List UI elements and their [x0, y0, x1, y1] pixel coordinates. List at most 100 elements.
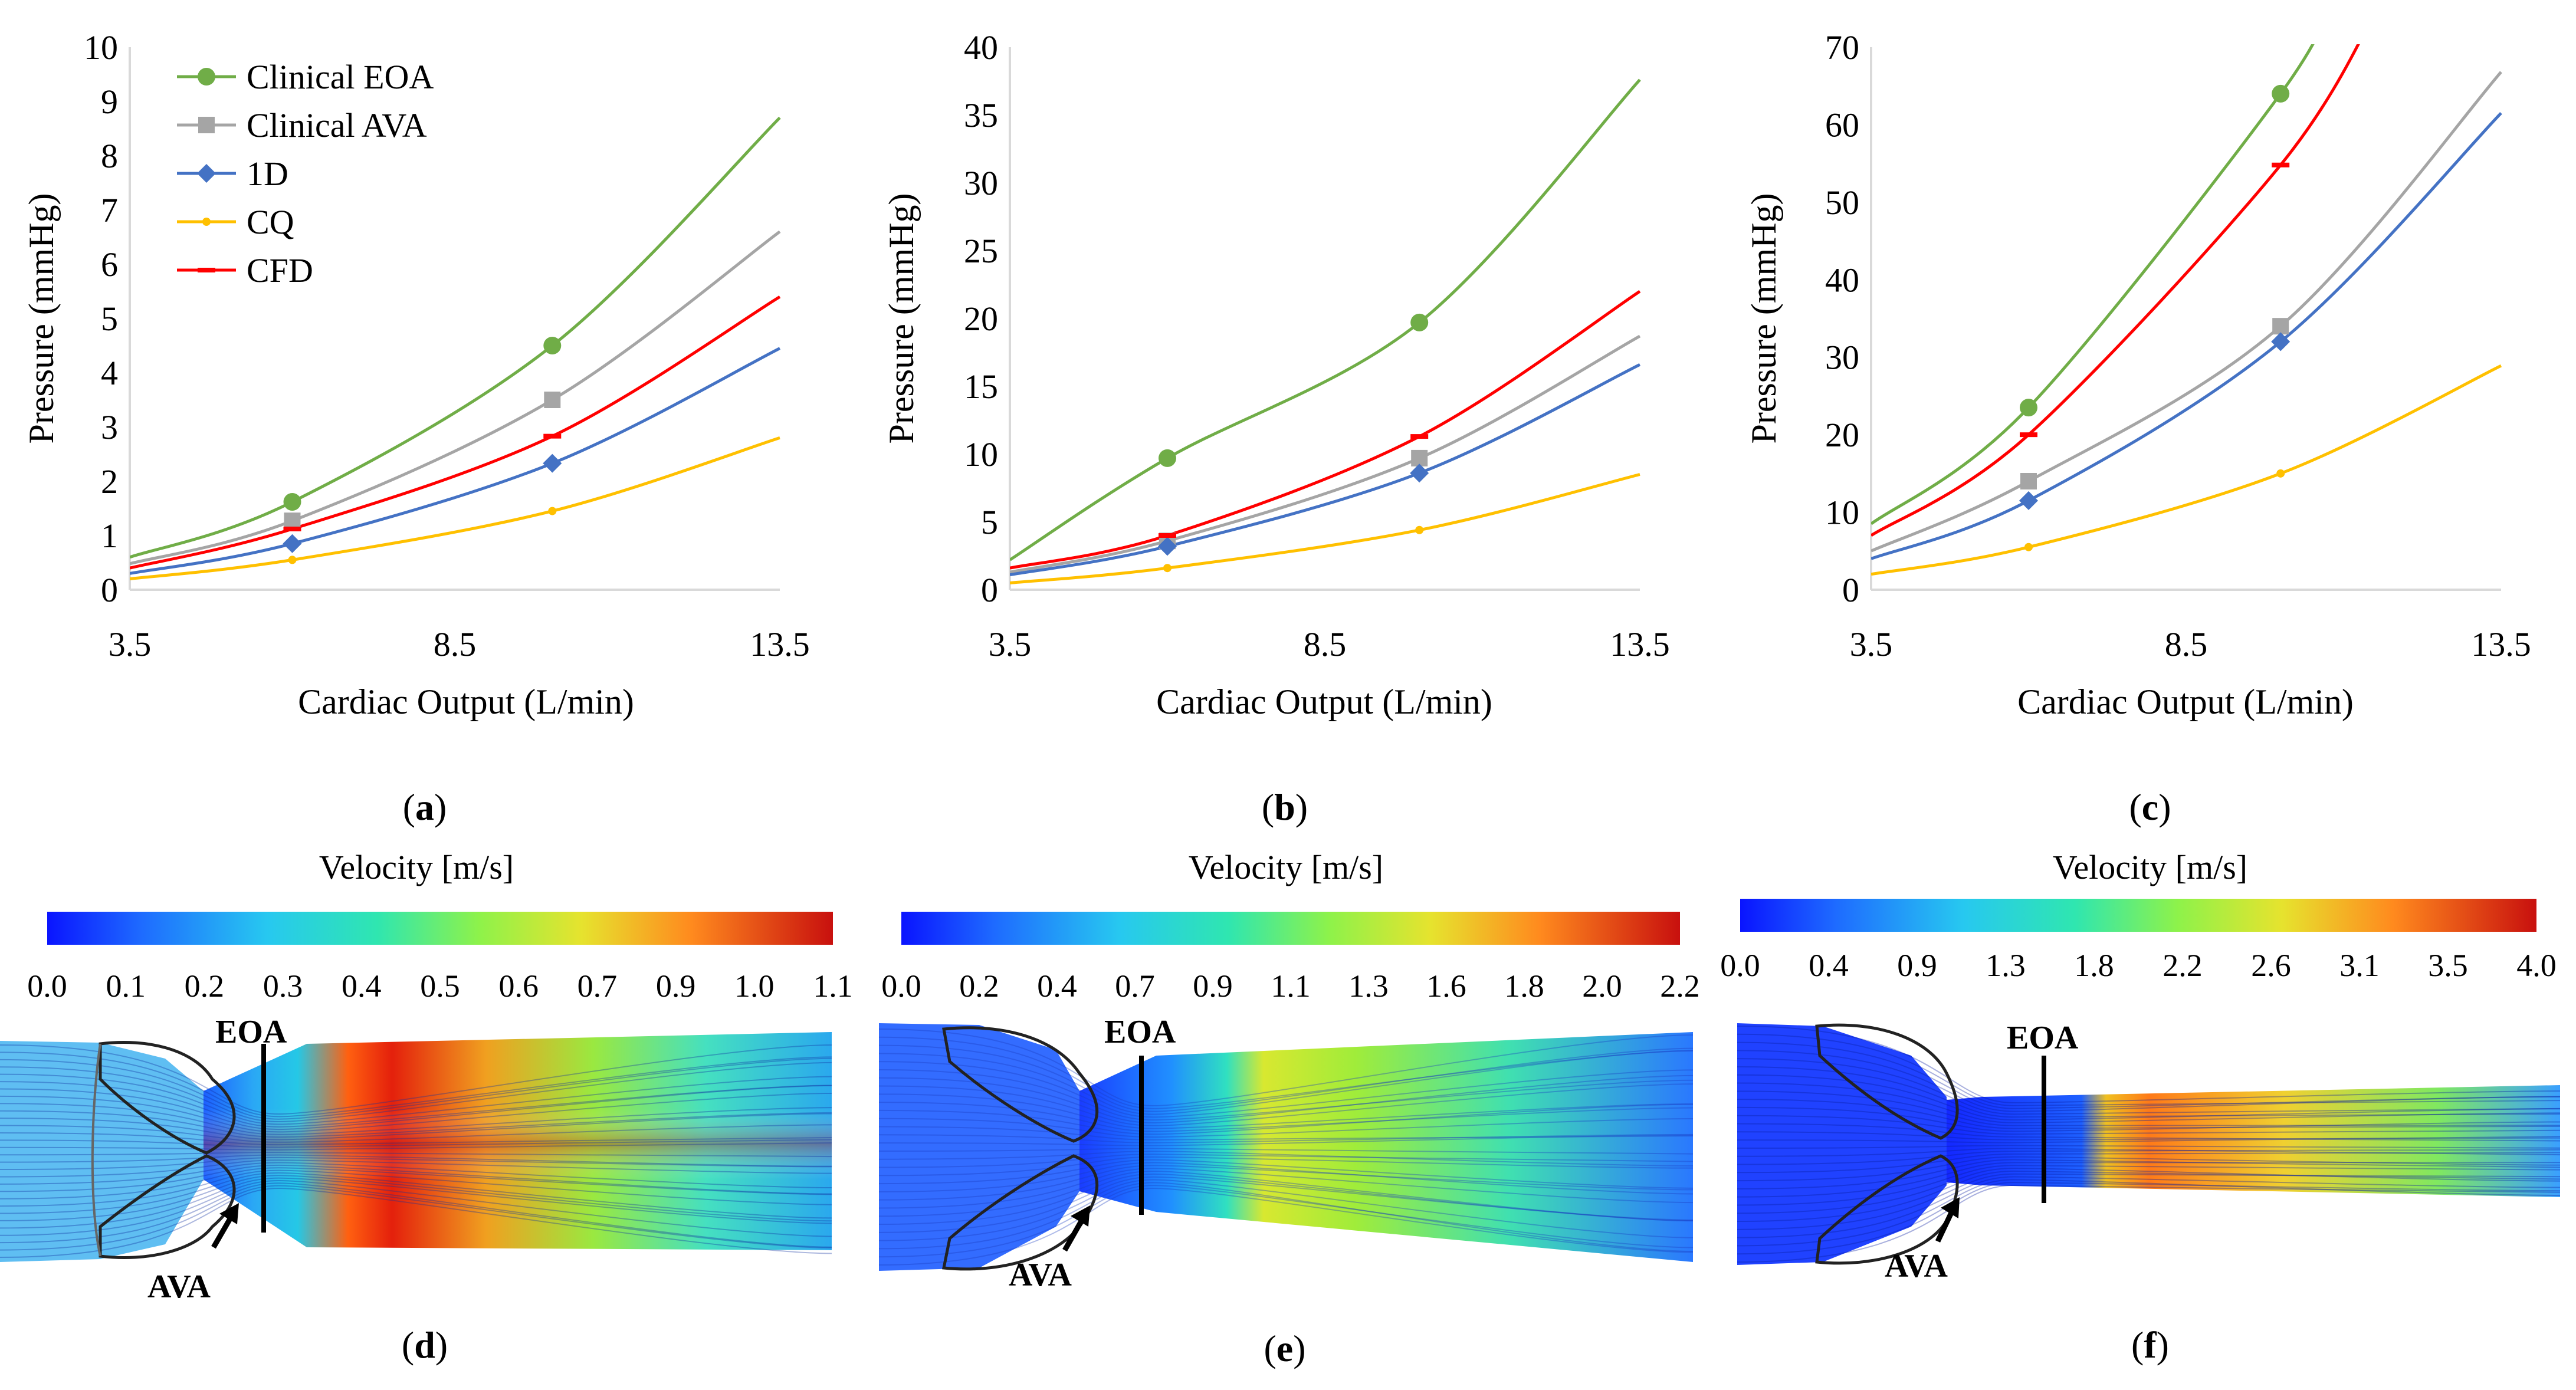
streamline	[0, 1182, 832, 1248]
colorbar-tick-label: 0.0	[1720, 948, 1760, 983]
series-lines	[1871, 44, 2502, 576]
data-point-cq	[288, 556, 297, 564]
y-tick-label: 70	[1825, 28, 1859, 67]
streamline	[878, 1156, 1694, 1177]
streamline	[0, 1124, 832, 1143]
series-line-cfd	[1010, 290, 1641, 570]
panel-label-a: (a)	[403, 786, 447, 828]
series-line-cq	[1010, 473, 1640, 584]
legend-label: 1D	[247, 155, 288, 193]
colorbar-tick-label: 0.6	[498, 968, 539, 1004]
streamline	[1737, 1184, 2561, 1263]
legend-item: CFD	[177, 251, 313, 290]
valve-outline	[942, 1026, 1099, 1271]
streamline	[0, 1057, 832, 1120]
colorbar-tick-label: 0.0	[881, 968, 921, 1004]
streamline	[878, 1154, 1694, 1168]
x-tick-label: 8.5	[1304, 625, 1347, 663]
streamline	[0, 1085, 832, 1131]
streamline	[0, 1103, 832, 1135]
colorbar-tick-labels: 0.0 0.2 0.4 0.7 0.9 1.1 1.3 1.6 1.8 2.0 2.2	[881, 968, 1700, 1004]
velocity-panel-f: Velocity [m/s] 0.0 0.4 0.9 1.3 1.8 2.2 2.6 3.1 3…	[1720, 848, 2561, 1366]
streamline	[878, 1036, 1694, 1109]
colorbar-tick-label: 0.3	[263, 968, 303, 1004]
legend-item: Clinical EOA	[177, 58, 434, 96]
data-point-clinical-ava	[284, 512, 301, 530]
streamline	[0, 1169, 832, 1207]
streamline	[878, 1176, 1694, 1233]
colorbar-tick-label: 0.9	[1897, 948, 1937, 983]
chart-b: 0 5 10 15 20 25 30 35 40 3.5 8.5 13.5 Pressure (mm…	[882, 28, 1670, 828]
flow-jet	[1947, 1085, 2560, 1197]
panel-label-d: (d)	[402, 1324, 448, 1366]
y-tick-label: 50	[1825, 183, 1859, 222]
streamline	[0, 1092, 832, 1133]
eoa-annotation: EOA	[1104, 1014, 1176, 1050]
streamline	[1737, 1182, 2561, 1255]
colorbar-tick-label: 1.6	[1426, 968, 1466, 1004]
colorbar-tick-label: 3.5	[2428, 948, 2468, 983]
streamline	[878, 1162, 1694, 1195]
data-point-1d	[1158, 537, 1177, 556]
streamline	[878, 1126, 1694, 1141]
series-lines	[130, 116, 781, 581]
streamline	[878, 1103, 1694, 1135]
data-point-1d	[543, 454, 562, 473]
colorbar-tick-label: 0.9	[1193, 968, 1233, 1004]
legend-item: Clinical AVA	[177, 106, 427, 144]
colorbar-tick-label: 0.7	[577, 968, 618, 1004]
data-point-clinical-eoa	[283, 492, 301, 511]
velocity-panel-e: Velocity [m/s] 0.0 0.2 0.4 0.7 0.9 1.1 1.3 1.6 1…	[878, 848, 1700, 1369]
y-tick-label: 2	[101, 462, 118, 501]
streamline	[1737, 1170, 2561, 1223]
data-point-cfd	[283, 526, 301, 531]
streamline	[1737, 1058, 2561, 1115]
x-tick-label: 13.5	[750, 625, 810, 663]
data-point-clinical-ava	[544, 392, 561, 408]
colorbar-title: Velocity [m/s]	[319, 848, 514, 886]
streamline	[0, 1110, 832, 1138]
streamline-field	[878, 1023, 1694, 1271]
y-tick-label: 9	[101, 83, 118, 121]
y-tick-label: 25	[964, 232, 998, 270]
y-tick-label: 60	[1825, 106, 1859, 144]
series-markers	[1158, 313, 1429, 573]
streamline	[0, 1142, 832, 1151]
streamline	[0, 1154, 832, 1167]
valve-outline	[1815, 1023, 1959, 1265]
streamline	[878, 1168, 1694, 1209]
data-point-cq	[1415, 525, 1424, 534]
streamline	[878, 1069, 1694, 1121]
colorbar-tick-label: 2.0	[1582, 968, 1622, 1004]
flow-jet	[1737, 1023, 1947, 1265]
y-tick-labels: 0 1 2 3 4 5 6 7 8 9 10	[84, 28, 118, 609]
streamline	[878, 1061, 1694, 1118]
series-lines	[1010, 78, 1641, 584]
colorbar-tick-label: 0.2	[959, 968, 999, 1004]
streamline	[0, 1175, 832, 1222]
streamline	[1737, 1050, 2561, 1112]
colorbar-tick-labels: 0.0 0.4 0.9 1.3 1.8 2.2 2.6 3.1 3.5 4.0	[1720, 948, 2557, 983]
x-axis-label: Cardiac Output (L/min)	[2017, 682, 2354, 721]
series-line-cq	[130, 436, 780, 581]
y-tick-label: 10	[1825, 494, 1859, 532]
streamline	[1737, 1173, 2561, 1230]
streamline	[878, 1044, 1694, 1112]
streamline	[1737, 1131, 2561, 1141]
streamlines	[878, 1028, 1694, 1266]
streamline	[0, 1132, 832, 1146]
flow-jet	[1079, 1032, 1693, 1262]
series-line-clinical-ava	[1871, 71, 2502, 553]
streamline	[878, 1134, 1694, 1146]
velocity-panel-d: Velocity [m/s] 0.0 0.1 0.2 0.3 0.4 0.5 0.6 0.7 0…	[0, 848, 853, 1366]
streamline	[878, 1133, 1694, 1143]
data-point-1d	[2019, 491, 2038, 510]
colorbar	[1740, 899, 2536, 932]
streamline	[878, 1179, 1694, 1241]
y-tick-label: 10	[964, 435, 998, 474]
y-tick-label: 0	[101, 571, 118, 609]
data-point-clinical-ava	[2020, 473, 2037, 489]
data-point-clinical-eoa	[1159, 449, 1176, 467]
x-tick-label: 13.5	[1610, 625, 1670, 663]
colorbar-tick-label: 0.2	[185, 968, 225, 1004]
